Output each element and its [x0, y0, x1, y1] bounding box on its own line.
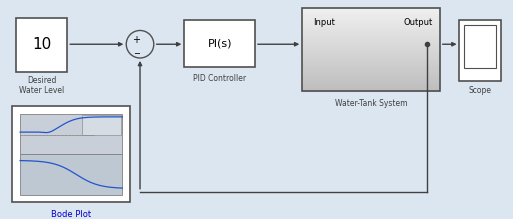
- Bar: [302, 75, 440, 77]
- Bar: [12, 106, 130, 203]
- Bar: [302, 89, 440, 92]
- Bar: [302, 69, 440, 71]
- Bar: [302, 66, 440, 69]
- Bar: [302, 33, 440, 35]
- Bar: [302, 43, 440, 46]
- Bar: [20, 114, 122, 154]
- Bar: [302, 50, 440, 52]
- Bar: [302, 12, 440, 15]
- Bar: [302, 8, 440, 11]
- Bar: [83, 115, 122, 135]
- Bar: [302, 8, 440, 91]
- Bar: [302, 71, 440, 73]
- Text: Input: Input: [313, 18, 335, 27]
- Bar: [302, 87, 440, 90]
- Bar: [302, 48, 440, 50]
- Text: Bode Plot: Bode Plot: [51, 210, 91, 219]
- Bar: [302, 56, 440, 58]
- Bar: [302, 41, 440, 44]
- Text: Desired
Water Level: Desired Water Level: [19, 76, 64, 95]
- Bar: [20, 154, 122, 195]
- Bar: [302, 14, 440, 17]
- Bar: [302, 64, 440, 67]
- Text: PID Controller: PID Controller: [193, 74, 246, 83]
- Bar: [302, 77, 440, 79]
- Bar: [302, 85, 440, 88]
- Bar: [302, 10, 440, 12]
- Bar: [302, 73, 440, 75]
- Bar: [302, 46, 440, 48]
- Bar: [302, 37, 440, 40]
- Bar: [302, 62, 440, 65]
- Text: PI(s): PI(s): [207, 38, 232, 48]
- Bar: [302, 81, 440, 84]
- Bar: [302, 35, 440, 38]
- Text: Water-Tank System: Water-Tank System: [335, 99, 407, 108]
- Bar: [464, 25, 496, 68]
- Bar: [302, 16, 440, 19]
- Bar: [184, 20, 255, 67]
- Bar: [302, 27, 440, 29]
- Text: 10: 10: [32, 37, 51, 52]
- Text: Output: Output: [404, 18, 433, 27]
- Text: Scope: Scope: [468, 86, 491, 95]
- Bar: [302, 20, 440, 23]
- Bar: [302, 54, 440, 57]
- Bar: [460, 20, 501, 81]
- Bar: [302, 39, 440, 42]
- Bar: [302, 25, 440, 27]
- Bar: [302, 23, 440, 25]
- Bar: [302, 29, 440, 31]
- Bar: [302, 83, 440, 86]
- Bar: [16, 18, 67, 72]
- Bar: [302, 58, 440, 61]
- Bar: [302, 18, 440, 21]
- Text: _: _: [134, 44, 139, 54]
- Bar: [302, 31, 440, 34]
- Text: +: +: [132, 35, 140, 45]
- Bar: [302, 60, 440, 63]
- Bar: [302, 79, 440, 81]
- Bar: [302, 52, 440, 54]
